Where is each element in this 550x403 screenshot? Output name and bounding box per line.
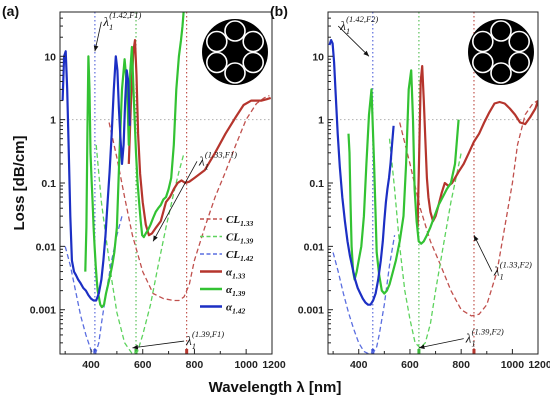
- capillary-ring: [224, 20, 246, 42]
- series-line-CL1-42: [332, 235, 396, 354]
- annotation-arrowhead-2: [418, 344, 425, 350]
- annotation-arrowhead-2: [132, 344, 139, 350]
- legend-label-5: α1.42: [226, 302, 245, 316]
- series-line-a1-39: [347, 69, 460, 295]
- x-tick-label: 1200: [528, 359, 550, 371]
- annotation-label-0: λ1(1.42,F1): [102, 10, 141, 32]
- y-tick-label: 10: [312, 51, 324, 63]
- x-tick-label: 400: [82, 359, 100, 371]
- y-tick-label: 0.001: [30, 305, 56, 317]
- capillary-ring: [508, 51, 530, 74]
- annotation-arrow-1: [152, 161, 198, 242]
- x-tick-label: 1200: [262, 359, 286, 371]
- series-line-CL1-33: [108, 95, 270, 302]
- x-tick-label: 400: [350, 359, 368, 371]
- cutoff-marker-0: [93, 349, 97, 354]
- series-line-CL1-42: [64, 215, 123, 354]
- series-line-a1-42: [61, 50, 131, 302]
- series-group: [328, 39, 538, 354]
- legend-label-4: α1.39: [226, 284, 245, 298]
- cutoff-marker-2: [185, 349, 189, 354]
- fiber-cross-section-icon: [468, 19, 534, 85]
- legend-label-3: α1.33: [226, 267, 245, 281]
- y-tick-label: 0.001: [298, 305, 324, 317]
- annotation-label-2: λ1(1.39,F2): [465, 327, 504, 349]
- x-tick-label: 1000: [234, 359, 258, 371]
- x-tick-label: 600: [401, 359, 419, 371]
- legend-label-2: CL1.42: [226, 249, 253, 263]
- annotation-arrowhead-0: [93, 45, 99, 52]
- y-axis-label: Loss [dB/cm]: [11, 135, 28, 230]
- annotation-arrowhead-1: [473, 235, 479, 242]
- series-line-a1-33: [416, 65, 538, 228]
- annotation-arrow-0: [337, 25, 370, 57]
- series-line-CL1-33: [399, 100, 538, 317]
- y-tick-label: 1: [318, 115, 324, 127]
- capillary-ring: [242, 51, 264, 74]
- legend: CL1.33 CL1.39 CL1.42 α1.33 α1.39 α1.42: [200, 214, 253, 316]
- capillary-ring: [490, 20, 512, 42]
- series-line-a1-33: [127, 39, 272, 237]
- y-tick-label: 0.1: [41, 178, 56, 190]
- x-tick-label: 600: [134, 359, 152, 371]
- y-tick-label: 10: [44, 51, 56, 63]
- x-axis-label: Wavelength λ [nm]: [209, 379, 342, 396]
- annotation-arrow-2: [418, 338, 464, 349]
- capillary-ring: [206, 30, 228, 53]
- cutoff-marker-1: [417, 349, 421, 354]
- capillary-ring: [472, 30, 494, 53]
- panel-b: 0.001 0.01 0.1 1 10 400 600 800 1000 1200 (b) λ1(1.…: [270, 3, 550, 371]
- y-tick-label: 0.1: [309, 178, 324, 190]
- annotation-arrow-2: [132, 340, 185, 349]
- legend-label-0: CL1.33: [226, 214, 253, 228]
- annotation-label-0: λ1(1.42,F2): [339, 14, 378, 36]
- annotation-arrowhead-1: [153, 235, 158, 242]
- capillary-ring: [490, 62, 512, 84]
- series-line-a1-42: [328, 39, 395, 306]
- capillary-ring: [224, 62, 246, 84]
- cutoff-marker-2: [472, 349, 476, 354]
- annotation-label-2: λ1(1.39,F1): [185, 329, 224, 351]
- series-line-a1-39: [84, 12, 185, 309]
- series-group: [61, 12, 272, 354]
- capillary-ring: [206, 51, 228, 74]
- y-tick-label: 1: [50, 115, 56, 127]
- annotation-label-1: λ1(1.33,F1): [198, 149, 237, 171]
- annotation-arrowhead-0: [363, 50, 369, 57]
- series-line-CL1-39: [95, 144, 185, 354]
- panel-label: (a): [2, 3, 19, 19]
- x-tick-label: 1000: [501, 359, 525, 371]
- capillary-ring: [242, 30, 264, 53]
- legend-label-1: CL1.39: [226, 232, 253, 246]
- y-tick-label: 0.01: [304, 241, 325, 253]
- capillary-ring: [472, 51, 494, 74]
- fiber-cross-section-icon: [202, 19, 268, 85]
- y-tick-label: 0.01: [36, 241, 57, 253]
- x-tick-label: 800: [186, 359, 204, 371]
- capillary-ring: [508, 30, 530, 53]
- panel-label: (b): [270, 3, 288, 19]
- annotation-label-1: λ1(1.33,F2): [493, 260, 532, 282]
- x-tick-label: 800: [452, 359, 470, 371]
- panel-a: 0.001 0.01 0.1 1 10 400 600 800 1000 1200 (a) λ1(1.…: [2, 3, 286, 371]
- annotation-arrow-1: [473, 235, 493, 272]
